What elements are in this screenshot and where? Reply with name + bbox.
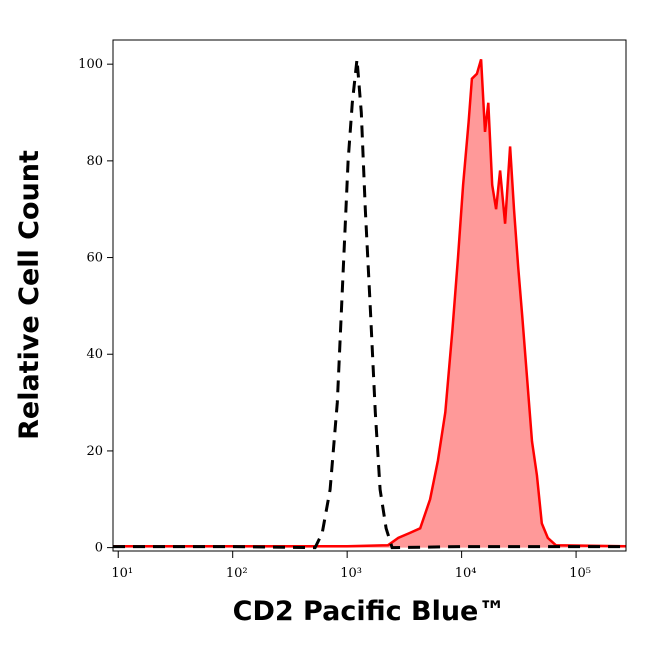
axes-frame: [112, 39, 627, 552]
y-tick-label: 0: [95, 541, 103, 556]
y-tick-label: 100: [78, 57, 103, 72]
x-tick-label: 10⁵: [569, 566, 591, 581]
x-tick-label: 10⁴: [455, 566, 477, 581]
y-tick-label: 20: [86, 444, 103, 459]
histogram-line: [113, 58, 627, 548]
x-tick-label: 10³: [340, 566, 362, 581]
y-tick-label: 60: [86, 251, 103, 266]
histogram-area: [113, 59, 626, 548]
y-tick-label: 40: [86, 347, 103, 362]
plot-area: [113, 58, 627, 550]
y-axis-label: Relative Cell Count: [14, 150, 45, 440]
x-tick-label: 10²: [226, 566, 248, 581]
x-tick-label: 10¹: [111, 566, 133, 581]
histogram-line: [113, 59, 626, 550]
y-tick-label: 80: [86, 154, 103, 169]
x-axis-label: CD2 Pacific Blue™: [233, 596, 506, 627]
